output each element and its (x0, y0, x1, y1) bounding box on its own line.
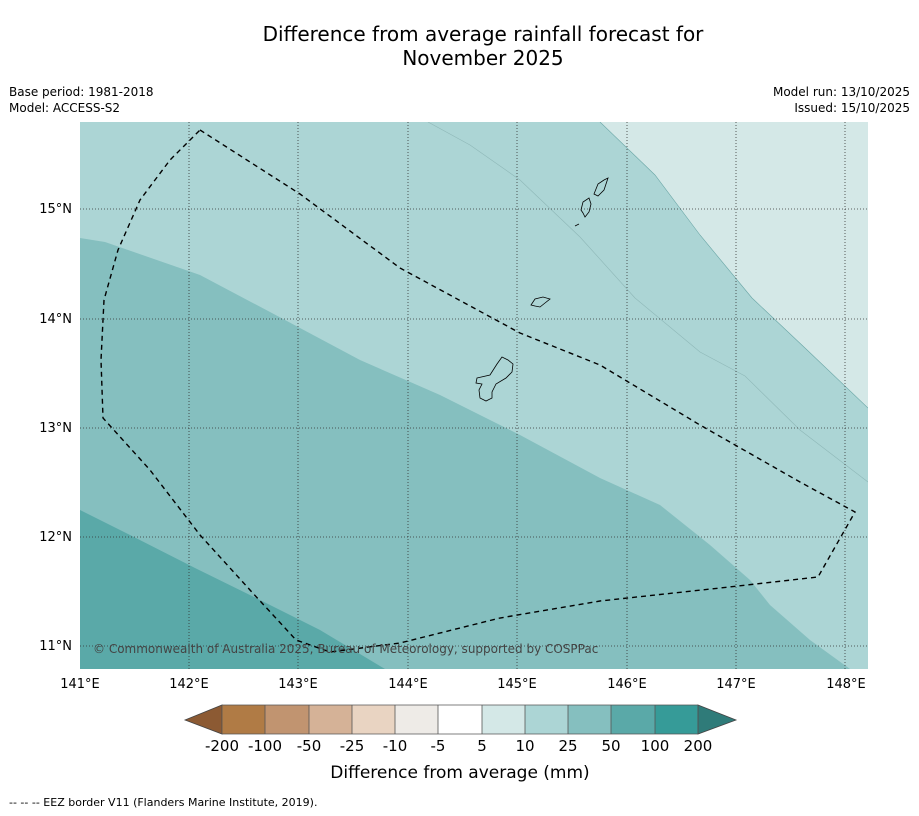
colorbar-tick-9: 25 (558, 737, 577, 755)
colorbar-bin-10 (611, 705, 655, 734)
lon-label-147e: 147°E (716, 677, 756, 692)
eez-border (100, 129, 856, 653)
colorbar-bin-3 (309, 705, 353, 734)
colorbar-bin-11 (655, 705, 699, 734)
colorbar-label: Difference from average (mm) (330, 763, 589, 783)
colorbar-tick-1: -200 (205, 737, 239, 755)
title-line-1: Difference from average rainfall forecas… (262, 22, 704, 46)
map-title: Difference from average rainfall forecas… (0, 22, 919, 70)
colorbar-tick-11: 100 (641, 737, 670, 755)
eez-footnote: -- -- -- EEZ border V11 (Flanders Marine… (9, 796, 318, 809)
colorbar-tick-7: 5 (477, 737, 487, 755)
lon-label-145e: 145°E (497, 677, 537, 692)
colorbar-bin-5 (395, 705, 439, 734)
colorbar-tick-2: -100 (248, 737, 282, 755)
lat-label-15n: 15°N (39, 202, 72, 217)
lon-label-144e: 144°E (388, 677, 428, 692)
lon-labels: 141°E 142°E 143°E 144°E 145°E 146°E 147°… (60, 677, 866, 692)
colorbar-bin-7 (482, 705, 526, 734)
map-copyright: © Commonwealth of Australia 2025, Bureau… (93, 642, 598, 656)
colorbar-bin-4 (352, 705, 396, 734)
lat-label-13n: 13°N (39, 421, 72, 436)
lon-label-143e: 143°E (278, 677, 318, 692)
colorbar-tick-10: 50 (601, 737, 620, 755)
colorbar-tick-5: -10 (383, 737, 408, 755)
colorbar-bin-8 (525, 705, 569, 734)
title-line-2: November 2025 (402, 46, 564, 70)
lat-labels: 15°N 14°N 13°N 12°N 11°N (39, 202, 72, 654)
lon-label-146e: 146°E (607, 677, 647, 692)
contour-layer (80, 122, 868, 669)
model-run: Model run: 13/10/2025 (772, 85, 910, 99)
islands (475, 177, 609, 402)
lat-label-11n: 11°N (39, 639, 72, 654)
island-tinian (580, 197, 592, 218)
issued-date: Issued: 15/10/2025 (794, 101, 910, 115)
gridlines (80, 122, 868, 669)
contour-25-50 (80, 238, 850, 669)
colorbar-tick-12: 200 (684, 737, 713, 755)
colorbar-bin-9 (568, 705, 612, 734)
model-name: Model: ACCESS-S2 (9, 101, 121, 115)
colorbar: -200 -100 -50 -25 -10 -5 5 10 25 50 100 … (183, 704, 738, 783)
colorbar-tick-8: 10 (515, 737, 534, 755)
colorbar-bin-2 (265, 705, 309, 734)
island-aguijan (574, 223, 580, 227)
lon-label-148e: 148°E (826, 677, 866, 692)
meta-left: Base period: 1981-2018 Model: ACCESS-S2 (9, 84, 154, 116)
colorbar-under-arrow (183, 704, 223, 735)
colorbar-over-arrow (697, 704, 738, 735)
lat-label-12n: 12°N (39, 530, 72, 545)
meta-right: Model run: 13/10/2025 Issued: 15/10/2025 (773, 84, 910, 116)
colorbar-bin-1 (222, 705, 266, 734)
colorbar-tick-3: -50 (297, 737, 322, 755)
island-rota (530, 296, 551, 308)
colorbar-bin-6 (438, 705, 482, 734)
base-period: Base period: 1981-2018 (9, 85, 154, 99)
colorbar-tick-6: -5 (431, 737, 446, 755)
lon-label-142e: 142°E (169, 677, 209, 692)
contour-5-10 (428, 122, 868, 408)
lat-label-14n: 14°N (39, 312, 72, 327)
contour-50-100 (80, 510, 385, 669)
island-guam (475, 356, 514, 402)
contour-line-5 (427, 122, 868, 483)
contour-line-25 (599, 122, 868, 409)
island-saipan (593, 177, 609, 197)
colorbar-tick-4: -25 (340, 737, 365, 755)
lon-label-141e: 141°E (60, 677, 100, 692)
